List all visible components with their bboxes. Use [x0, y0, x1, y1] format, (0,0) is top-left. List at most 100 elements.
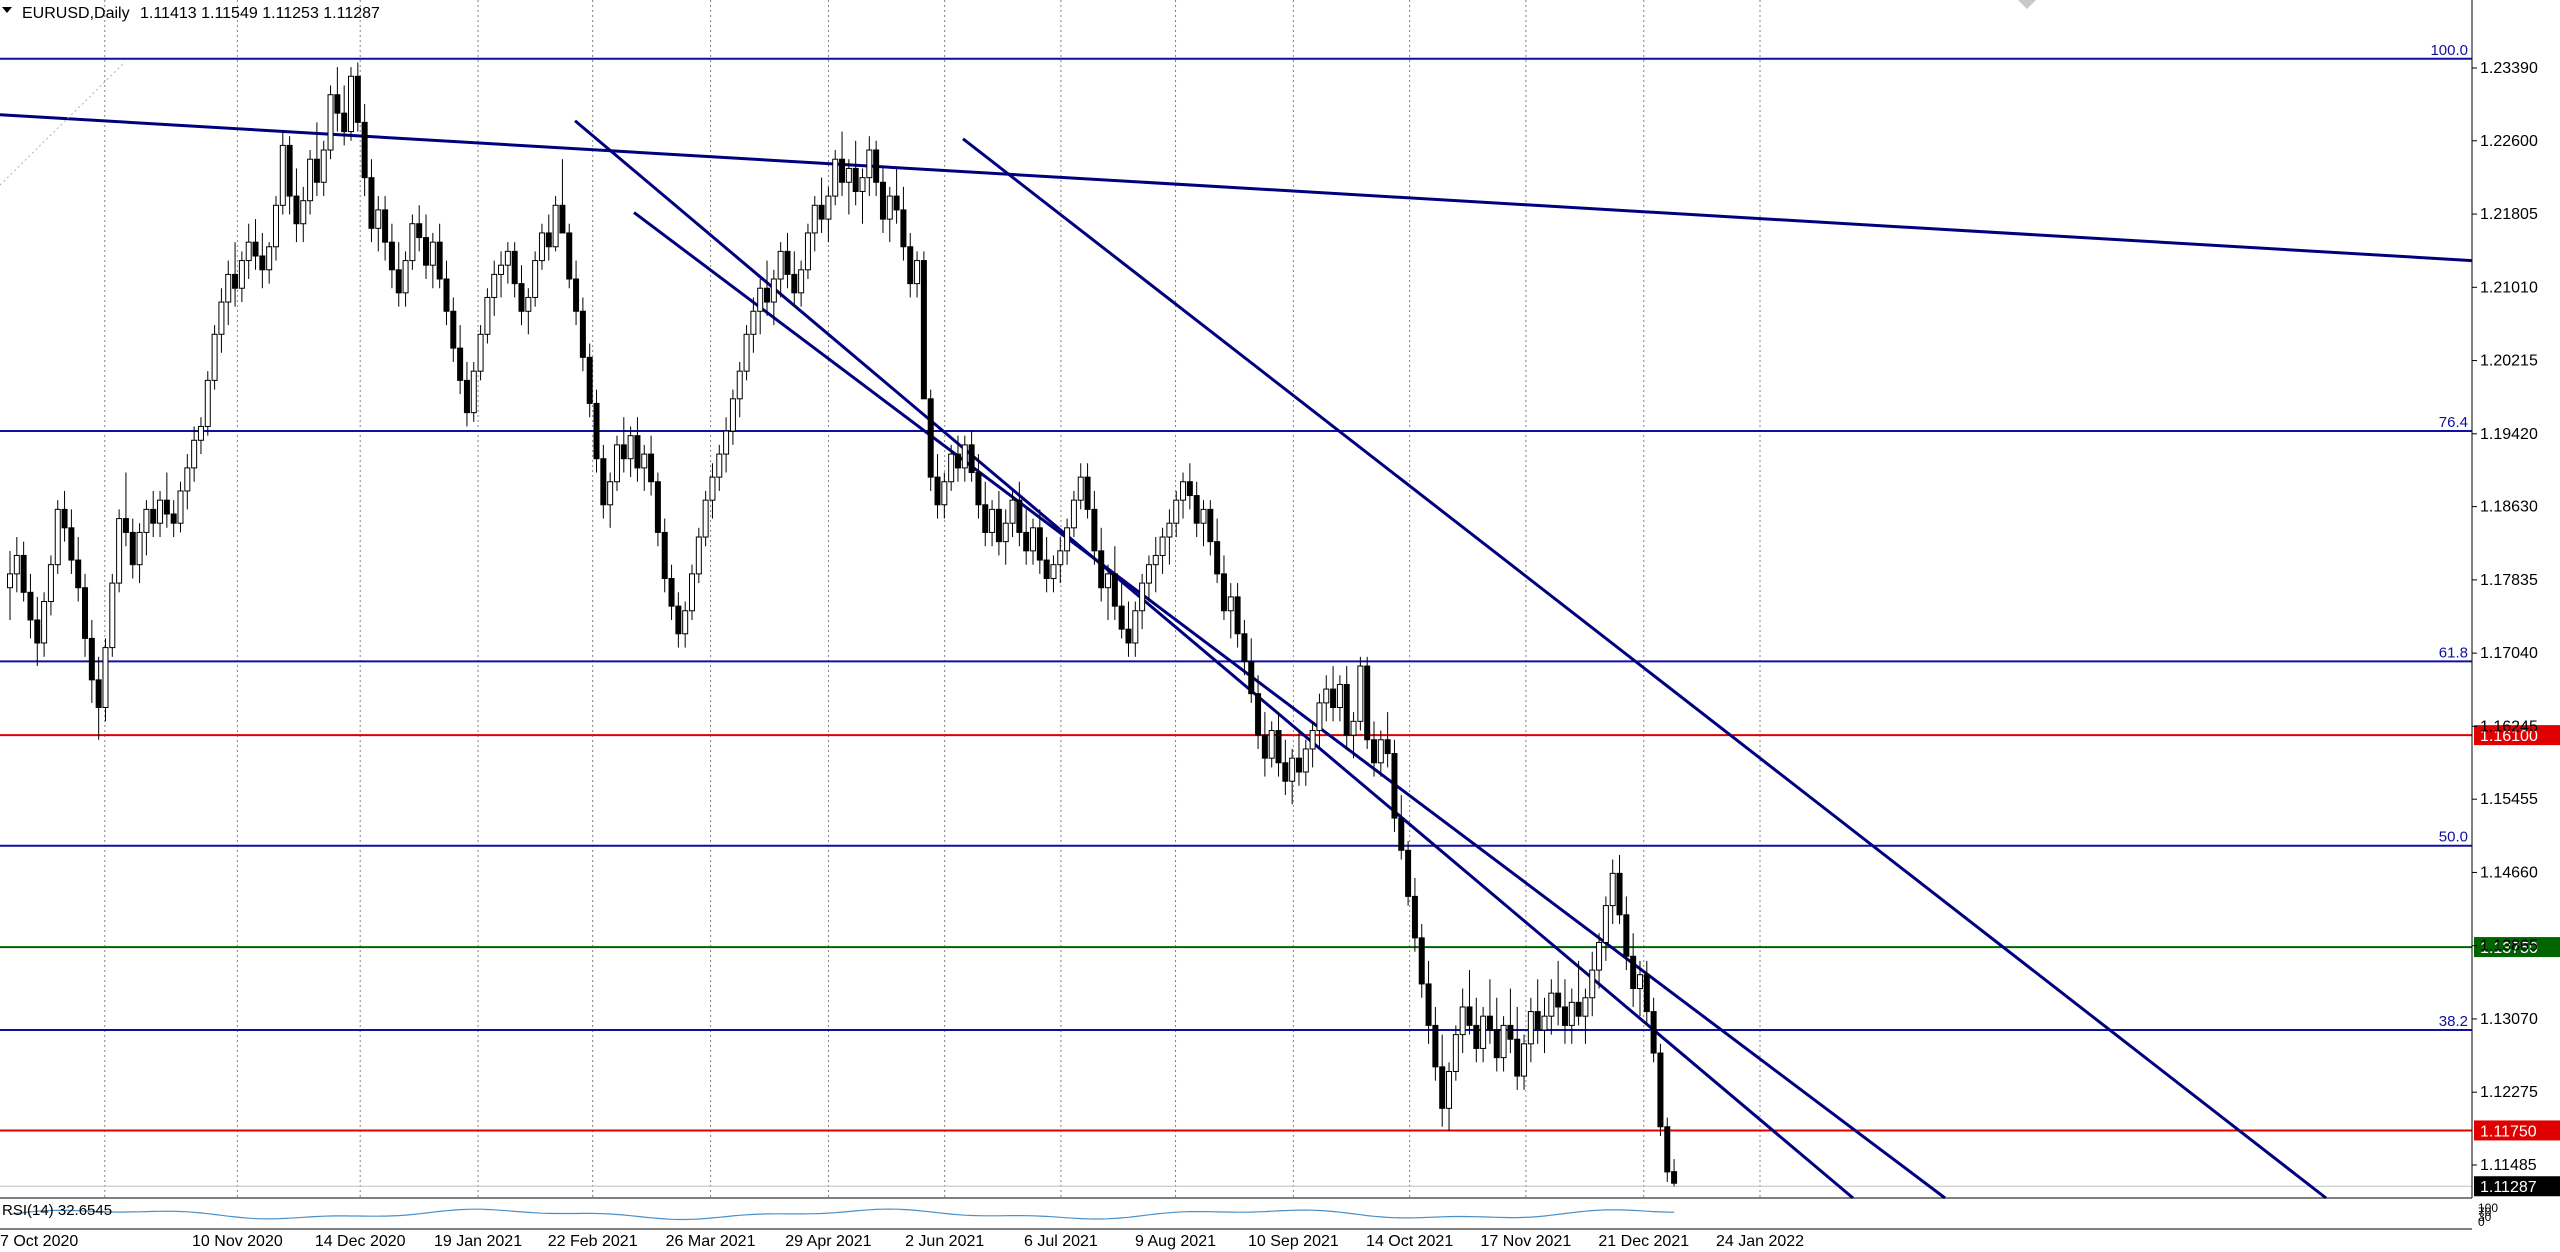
candle-body [1132, 610, 1139, 644]
candle-body [1418, 937, 1425, 985]
candle-body [409, 223, 416, 262]
x-tick-label: 24 Jan 2022 [1716, 1233, 1804, 1250]
candle-body [457, 347, 464, 381]
candle-body [7, 573, 13, 589]
candle-body [1166, 522, 1173, 538]
candle-body [879, 181, 886, 220]
trendline [633, 211, 1946, 1200]
candle-body [1200, 508, 1207, 524]
price-level-tag [2474, 1120, 2560, 1141]
candle-body [1255, 693, 1262, 736]
candle-body [1391, 753, 1398, 819]
candle-body [272, 204, 279, 248]
y-tick-label: 1.20215 [2480, 353, 2538, 370]
horizontal-levels-layer: 100.0 76.4 61.8 50.0 38.2 1.16100 1.13750 1.117… [0, 42, 2560, 1197]
candle-body [1336, 683, 1343, 708]
y-tick-label: 1.22600 [2480, 133, 2538, 150]
candle-body [1623, 914, 1630, 957]
candle-body [832, 158, 839, 197]
candle-body [1289, 757, 1296, 782]
candle-body [1371, 739, 1377, 764]
candle-body [648, 453, 655, 483]
y-tick-label: 1.19420 [2480, 426, 2538, 443]
candle-body [1077, 476, 1084, 501]
rsi-label: RSI(14) 32.6545 [2, 1202, 112, 1219]
x-tick-label: 7 Oct 2020 [0, 1233, 78, 1250]
candle-body [136, 531, 143, 566]
candle-body [1118, 605, 1125, 630]
candle-body [116, 518, 123, 584]
candle-body [538, 232, 545, 262]
candle-body [1466, 1006, 1473, 1026]
candle-body [873, 149, 880, 183]
candle-body [27, 591, 34, 621]
candle-body [1521, 1043, 1528, 1077]
candle-body [1105, 573, 1112, 589]
candle-body [1548, 992, 1555, 1017]
candle-body [941, 481, 948, 506]
y-tick-label: 1.11485 [2480, 1157, 2537, 1174]
candle-body [1016, 499, 1023, 533]
candle-body [784, 250, 791, 275]
candle-body [1616, 872, 1623, 916]
candle-body [1514, 1038, 1521, 1077]
candle-body [1261, 734, 1268, 759]
chart-header: EURUSD,Daily 1.11413 1.11549 1.11253 1.1… [2, 0, 2036, 22]
candle-body [1295, 757, 1302, 773]
candle-body [1411, 895, 1418, 939]
candle-body [1207, 508, 1214, 543]
y-tick-label: 1.12275 [2480, 1084, 2538, 1101]
candle-body [436, 241, 443, 280]
candle-body [702, 499, 709, 538]
candle-body [191, 439, 198, 469]
candle-body [1602, 905, 1609, 943]
candle-body [852, 167, 859, 192]
candle-body [689, 573, 695, 612]
candle-body [443, 278, 450, 312]
candle-body [1459, 1006, 1466, 1036]
time-axis-layer: 7 Oct 2020 10 Nov 2020 14 Dec 2020 19 Jan 2… [0, 1233, 1804, 1250]
candle-body [1309, 730, 1316, 750]
x-tick-label: 22 Feb 2021 [548, 1233, 638, 1250]
candle-body [197, 425, 204, 441]
candle-body [866, 149, 873, 179]
candle-body [695, 536, 702, 575]
candle-body [839, 158, 846, 183]
y-tick-label: 1.17040 [2480, 645, 2538, 662]
candle-body [791, 273, 798, 294]
collapse-triangle-icon[interactable] [2, 7, 12, 13]
candle-body [82, 587, 89, 639]
candle-body [122, 518, 129, 533]
candle-body [1350, 720, 1357, 736]
candle-body [627, 435, 634, 460]
candle-body [1650, 1011, 1657, 1054]
candle-body [620, 444, 627, 460]
trendlines-layer [0, 61, 2473, 1200]
candle-body [1596, 941, 1603, 971]
candle-body [1384, 739, 1391, 755]
rsi-line [9, 1208, 1675, 1221]
candle-body [654, 481, 661, 533]
candle-body [1050, 564, 1057, 579]
candle-body [484, 296, 491, 335]
candle-body [1432, 1024, 1439, 1068]
candle-body [641, 453, 648, 469]
candle-body [163, 499, 170, 515]
candle-body [1275, 730, 1282, 764]
candle-body [170, 513, 177, 524]
price-level-tag [2474, 725, 2560, 746]
candle-body [668, 577, 675, 607]
x-tick-label: 10 Sep 2021 [1248, 1233, 1339, 1250]
candle-body [995, 508, 1002, 543]
candle-body [259, 255, 266, 271]
candle-body [177, 490, 184, 524]
candle-body [1316, 702, 1323, 732]
candle-body [395, 269, 402, 294]
candle-body [545, 232, 552, 248]
candle-body [61, 508, 68, 529]
candle-body [798, 269, 805, 294]
candle-body [361, 121, 368, 179]
candle-body [150, 508, 157, 524]
candle-body [1234, 596, 1241, 635]
